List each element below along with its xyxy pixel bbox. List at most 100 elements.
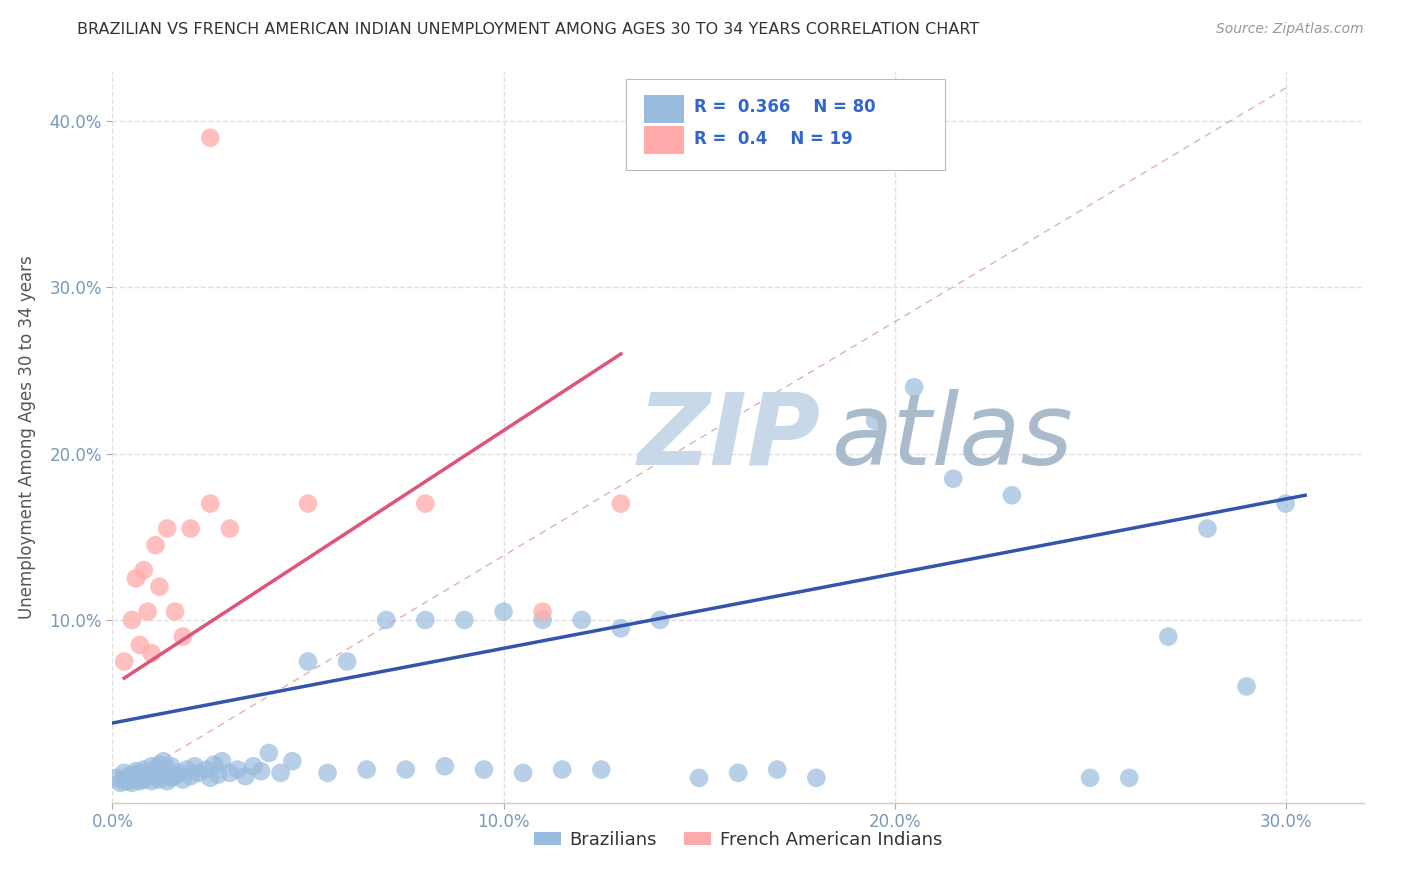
Point (141, 774, 163, 789)
Point (141, 759, 163, 773)
Point (136, 771, 159, 785)
Point (121, 776, 143, 790)
Point (112, 774, 135, 789)
Point (336, 655, 359, 669)
Point (531, 605, 554, 619)
Point (132, 563, 155, 577)
Point (145, 538, 167, 552)
Point (727, 765, 749, 780)
Point (688, 771, 710, 785)
Point (152, 767, 174, 781)
Point (105, 771, 128, 785)
Point (117, 769, 139, 783)
Point (1001, 488, 1024, 502)
Point (207, 767, 229, 781)
Point (297, 655, 319, 669)
Point (1118, 771, 1140, 785)
Point (172, 630, 194, 644)
Point (202, 757, 225, 772)
Point (125, 764, 148, 779)
Point (942, 472, 965, 486)
Point (413, 497, 436, 511)
Point (250, 764, 273, 779)
Point (257, 746, 280, 760)
Point (512, 765, 534, 780)
Point (571, 613, 593, 627)
Point (112, 765, 135, 780)
Point (145, 763, 167, 777)
Point (316, 765, 339, 780)
Point (128, 638, 150, 652)
Text: ZIP: ZIP (638, 389, 821, 485)
Point (200, 771, 222, 785)
Point (180, 769, 202, 783)
Point (1078, 771, 1101, 785)
Point (766, 763, 789, 777)
Point (160, 759, 183, 773)
Point (128, 765, 150, 780)
Point (218, 765, 240, 780)
Point (112, 655, 135, 669)
Point (591, 763, 613, 777)
Text: Source: ZipAtlas.com: Source: ZipAtlas.com (1216, 22, 1364, 37)
Point (235, 769, 257, 783)
Point (156, 774, 179, 789)
Point (183, 759, 205, 773)
Point (195, 763, 218, 777)
Point (453, 613, 475, 627)
Point (903, 380, 925, 394)
Point (128, 774, 150, 789)
Point (218, 521, 240, 535)
Point (356, 763, 378, 777)
Point (270, 765, 292, 780)
Point (160, 771, 183, 785)
FancyBboxPatch shape (626, 78, 945, 170)
Point (610, 621, 633, 635)
Point (281, 754, 304, 768)
Point (148, 757, 170, 772)
Point (863, 413, 886, 427)
Point (141, 646, 163, 660)
Point (110, 776, 132, 790)
Point (395, 763, 418, 777)
Point (167, 765, 190, 780)
Point (172, 772, 194, 787)
Point (156, 763, 179, 777)
Point (163, 605, 186, 619)
Point (148, 580, 170, 594)
Text: R =  0.4    N = 19: R = 0.4 N = 19 (695, 129, 853, 148)
Point (180, 521, 202, 535)
Point (806, 771, 828, 785)
Legend: Brazilians, French American Indians: Brazilians, French American Indians (533, 830, 943, 848)
Text: R =  0.366    N = 80: R = 0.366 N = 80 (695, 98, 876, 116)
Point (132, 763, 155, 777)
Point (242, 759, 264, 773)
Point (148, 772, 170, 787)
Point (117, 774, 139, 789)
Point (136, 765, 159, 780)
Point (226, 763, 249, 777)
Point (375, 613, 398, 627)
Point (163, 769, 186, 783)
Point (121, 613, 143, 627)
Point (176, 763, 198, 777)
Point (472, 763, 495, 777)
Y-axis label: Unemployment Among Ages 30 to 34 years: Unemployment Among Ages 30 to 34 years (18, 255, 35, 619)
FancyBboxPatch shape (644, 95, 685, 122)
FancyBboxPatch shape (644, 126, 685, 154)
Point (531, 613, 554, 627)
Point (145, 769, 167, 783)
Point (200, 131, 222, 145)
Point (1236, 680, 1258, 694)
Point (200, 497, 222, 511)
Point (187, 765, 209, 780)
Point (156, 521, 179, 535)
Point (211, 754, 233, 768)
Point (1157, 630, 1180, 644)
Point (648, 613, 671, 627)
Point (1197, 521, 1219, 535)
Point (132, 772, 155, 787)
Point (136, 605, 159, 619)
Point (610, 497, 633, 511)
Point (297, 497, 319, 511)
